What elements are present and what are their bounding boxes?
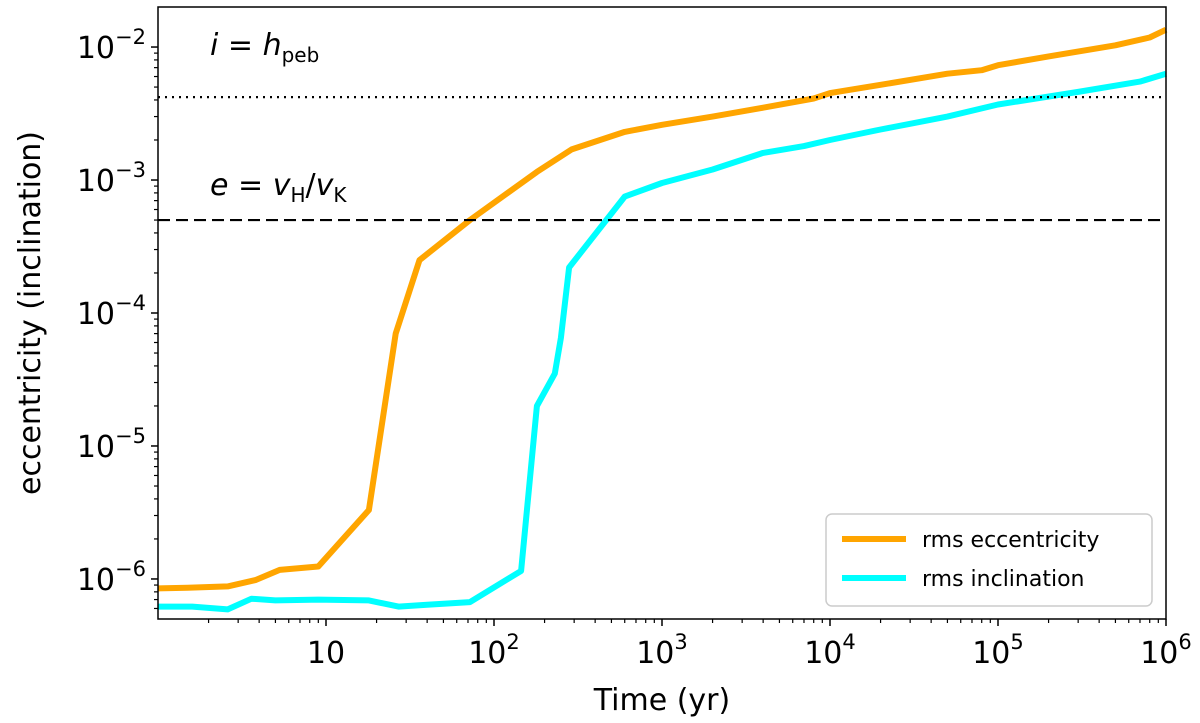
x-axis-label: Time (yr) xyxy=(593,683,730,718)
x-tick-label: 102 xyxy=(468,630,520,671)
legend-box xyxy=(825,513,1153,607)
y-tick-label: 10−2 xyxy=(77,25,146,66)
legend-label-inclination: rms inclination xyxy=(922,567,1085,592)
y-axis: 10−6 10−5 10−4 10−3 10−2 xyxy=(77,25,158,610)
y-tick-label: 10−3 xyxy=(77,158,146,199)
y-tick-label: 10−4 xyxy=(77,291,146,332)
series-line-rms-inclination xyxy=(158,70,1167,613)
y-axis-label: eccentricity (inclination) xyxy=(13,131,48,495)
x-tick-label: 104 xyxy=(804,630,856,671)
x-tick-label: 106 xyxy=(1140,630,1192,671)
x-tick-label: 10 xyxy=(307,636,345,671)
x-tick-label: 105 xyxy=(972,630,1024,671)
series-line-rms-eccentricity xyxy=(157,26,1168,592)
legend-label-eccentricity: rms eccentricity xyxy=(922,528,1099,553)
y-tick-label: 10−5 xyxy=(77,424,146,465)
y-tick-label: 10−6 xyxy=(77,557,146,598)
series-layer xyxy=(157,26,1168,613)
x-tick-label: 103 xyxy=(636,630,688,671)
annotation-i-hpeb: i = hpeb xyxy=(210,28,319,67)
reference-lines xyxy=(158,96,1166,222)
x-axis: 10 102 103 104 105 106 xyxy=(207,619,1192,671)
annotation-e-vh-vk: e = vH/vK xyxy=(210,168,347,207)
legend: rms eccentricity rms inclination xyxy=(825,513,1153,607)
